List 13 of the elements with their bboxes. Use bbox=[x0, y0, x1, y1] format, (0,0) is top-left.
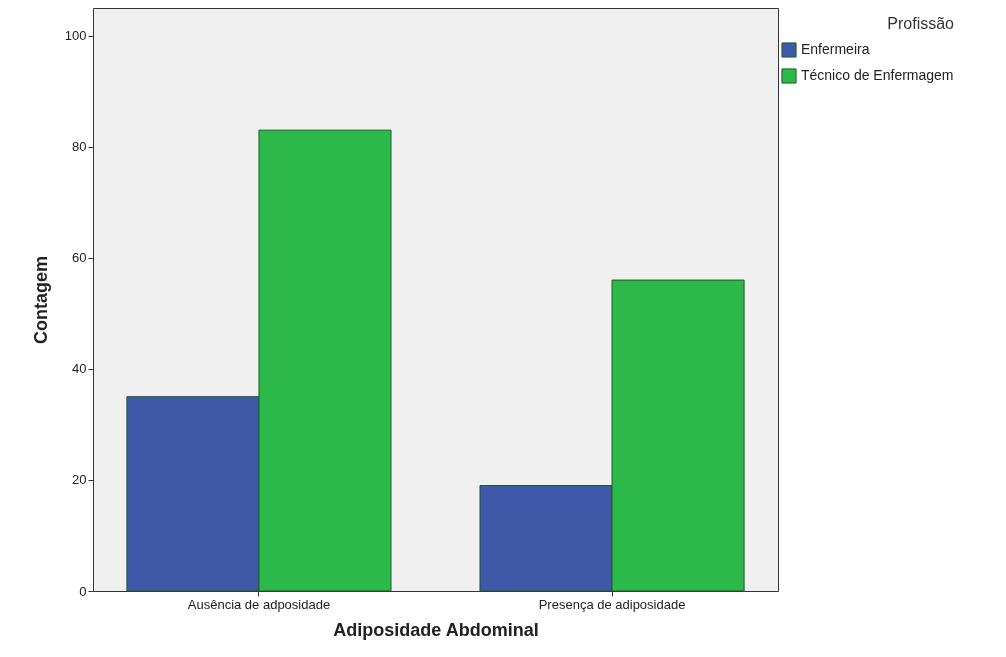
y-tick-label: 0 bbox=[79, 583, 87, 599]
y-tick-label: 80 bbox=[72, 139, 87, 155]
y-tick-label: 20 bbox=[72, 472, 87, 488]
y-tick-label: 40 bbox=[72, 361, 87, 377]
legend-title: Profissão bbox=[887, 15, 955, 32]
x-axis-title: Adiposidade Abdominal bbox=[333, 619, 539, 640]
x-tick-label: Presença de adiposidade bbox=[538, 596, 686, 612]
y-axis-title: Contagem bbox=[30, 255, 51, 345]
legend-label: Enfermeira bbox=[801, 41, 870, 57]
legend-label: Técnico de Enfermagem bbox=[801, 67, 954, 83]
y-tick-label: 100 bbox=[64, 28, 87, 44]
x-tick-label: Ausência de adposidade bbox=[187, 596, 331, 612]
y-tick-label: 60 bbox=[72, 250, 87, 266]
